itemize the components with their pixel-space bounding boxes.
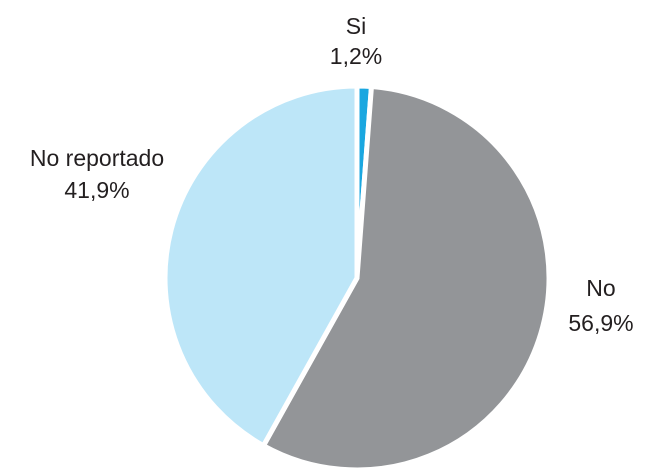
slice-label: No reportado bbox=[30, 145, 164, 171]
slice-value-label: 1,2% bbox=[330, 43, 382, 69]
slice-label: No bbox=[586, 275, 615, 301]
slice-value-label: 56,9% bbox=[568, 310, 633, 336]
slice-value-label: 41,9% bbox=[64, 177, 129, 203]
pie-slice bbox=[162, 83, 360, 450]
slice-label: Si bbox=[346, 13, 366, 39]
pie-slice bbox=[260, 83, 552, 471]
